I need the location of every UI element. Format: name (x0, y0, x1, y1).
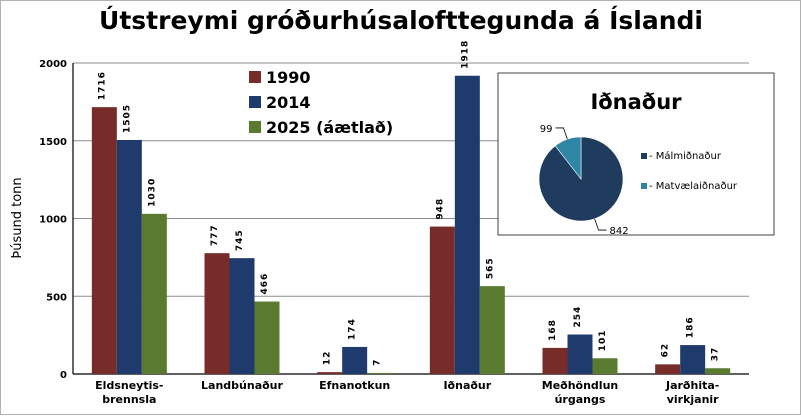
x-category-label: Jarðhita- (665, 379, 719, 392)
bar (229, 258, 255, 374)
bar (592, 358, 618, 374)
bar (429, 226, 455, 374)
bar-data-label: 745 (235, 229, 245, 251)
legend-label: 1990 (266, 68, 311, 87)
pie-data-label: 99 (540, 124, 553, 135)
y-axis: 0 500 1000 1500 2000 (39, 59, 74, 381)
y-tick-label: 2000 (39, 59, 67, 70)
bar (655, 364, 681, 374)
x-category-label: úrgangs (555, 393, 606, 406)
x-category-label: Eldsneytis- (95, 379, 163, 392)
x-category-label: Meðhöndlun (542, 379, 619, 392)
data-labels: 1716 1505 1030 777 745 466 12 174 7 948 1918 565 168… (97, 40, 720, 366)
legend-swatch (249, 121, 261, 133)
bar (342, 346, 368, 374)
bar-data-label: 1505 (122, 104, 132, 133)
legend-swatch (249, 71, 261, 83)
bar-data-label: 186 (686, 316, 696, 338)
x-category-label: brennsla (102, 393, 156, 406)
bar-data-label: 254 (573, 306, 583, 328)
bar-data-label: 948 (435, 198, 445, 220)
legend-swatch (249, 96, 261, 108)
inset-legend-swatch (641, 183, 647, 189)
inset-pie-panel: Iðnaður 842 99 - Málmiðnaður - Matvælaiðnaðu… (497, 72, 775, 237)
legend: 1990 2014 2025 (áætlað) (249, 68, 393, 137)
pie-slice (554, 136, 582, 180)
bar (705, 368, 731, 374)
x-category-label: Landbúnaður (201, 379, 283, 392)
inset-legend-label: - Matvælaiðnaður (649, 181, 738, 192)
bar (91, 107, 117, 375)
bar-data-label: 1030 (147, 178, 157, 207)
legend-label: 2014 (266, 93, 311, 112)
bar-data-label: 777 (210, 224, 220, 246)
bar-data-label: 565 (485, 257, 495, 279)
bar (204, 253, 230, 374)
x-category-label: Efnanotkun (319, 379, 390, 392)
pie-leader-line (555, 127, 568, 140)
inset-legend-swatch (641, 153, 647, 159)
bar (367, 372, 393, 374)
bars (91, 75, 731, 375)
bar-data-label: 12 (323, 351, 333, 366)
y-tick-label: 1500 (39, 137, 67, 148)
y-tick-label: 1000 (39, 215, 67, 226)
y-axis-label: Þúsund tonn (10, 177, 25, 258)
bar (680, 345, 706, 374)
bar-data-label: 1716 (97, 71, 107, 100)
bar-data-label: 174 (348, 318, 358, 340)
bar-data-label: 466 (260, 273, 270, 295)
bar-data-label: 37 (711, 347, 721, 362)
chart-title: Útstreymi gróðurhúsalofttegunda á Ísland… (99, 5, 703, 35)
bar (317, 372, 343, 374)
pie-data-label: 842 (610, 226, 629, 237)
inset-legend-label: - Málmiðnaður (649, 150, 722, 162)
x-category-label: Iðnaður (443, 379, 491, 392)
bar-data-label: 101 (598, 329, 608, 351)
bar-data-label: 62 (661, 343, 671, 358)
bar (254, 301, 280, 374)
bar (479, 286, 505, 374)
bar (542, 347, 568, 374)
bar-data-label: 7 (373, 359, 383, 366)
x-category-label: virkjanir (667, 393, 719, 406)
y-tick-label: 0 (60, 370, 67, 381)
x-axis-categories: Eldsneytis-brennsla Landbúnaður Efnanotkun… (95, 379, 719, 406)
bar (567, 334, 593, 374)
pie-leader-line (594, 218, 607, 231)
bar (141, 213, 167, 374)
y-tick-label: 500 (46, 292, 67, 303)
legend-label: 2025 (áætlað) (266, 118, 393, 137)
bar (116, 139, 142, 374)
inset-frame (497, 72, 775, 236)
bar-data-label: 168 (548, 319, 558, 341)
bar (454, 75, 480, 374)
inset-title: Iðnaður (590, 90, 682, 114)
bar-data-label: 1918 (460, 40, 470, 69)
